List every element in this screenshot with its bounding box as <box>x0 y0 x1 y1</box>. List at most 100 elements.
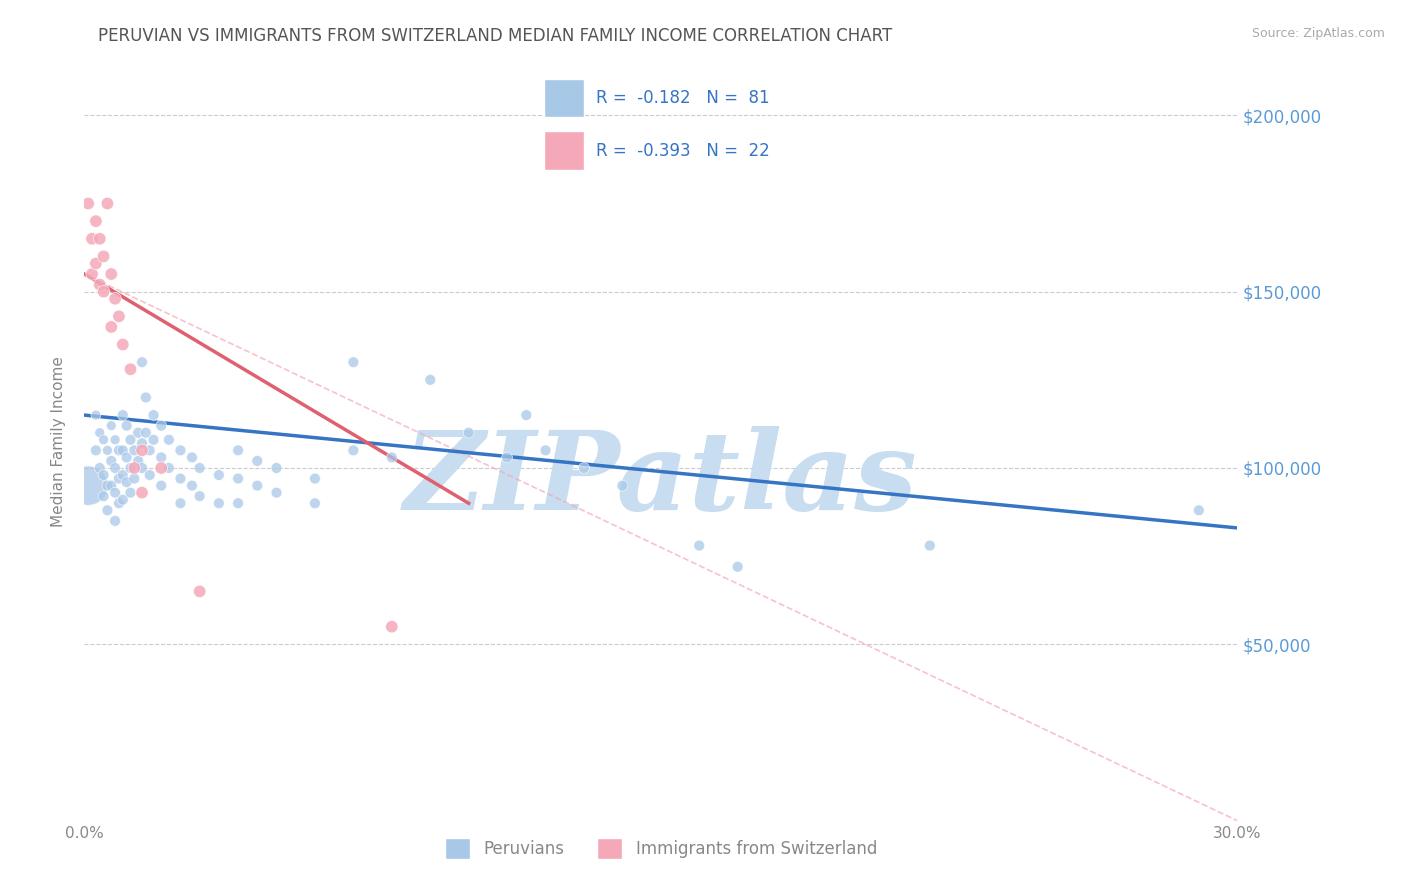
Point <box>188 489 211 503</box>
Legend: Peruvians, Immigrants from Switzerland: Peruvians, Immigrants from Switzerland <box>437 831 884 865</box>
Point <box>96 196 118 211</box>
Point <box>150 450 173 465</box>
Point <box>208 496 231 510</box>
Point <box>342 443 364 458</box>
Point <box>304 472 326 486</box>
Point <box>150 478 173 492</box>
Point <box>100 267 122 281</box>
Text: R =  -0.393   N =  22: R = -0.393 N = 22 <box>596 142 770 160</box>
Point <box>150 418 173 433</box>
Point <box>120 362 142 376</box>
Point <box>181 450 204 465</box>
Point <box>84 214 107 228</box>
Point <box>89 461 111 475</box>
Point <box>612 478 634 492</box>
Point <box>93 489 115 503</box>
Bar <box>544 131 583 169</box>
Point <box>918 539 941 553</box>
Point <box>688 539 710 553</box>
Point <box>1188 503 1211 517</box>
Point <box>169 472 191 486</box>
Point <box>131 355 153 369</box>
Point <box>89 277 111 292</box>
Point <box>135 425 157 440</box>
Point <box>226 496 249 510</box>
Point <box>124 472 146 486</box>
Point <box>496 450 519 465</box>
Point <box>457 425 479 440</box>
Point <box>89 232 111 246</box>
Point <box>80 267 103 281</box>
Point <box>169 496 191 510</box>
Point <box>727 559 749 574</box>
Point <box>111 408 134 422</box>
Point <box>100 418 122 433</box>
Point <box>135 391 157 405</box>
Point <box>111 337 134 351</box>
Point <box>77 478 100 492</box>
Point <box>93 433 115 447</box>
Point <box>104 485 127 500</box>
Point <box>108 443 131 458</box>
Point <box>226 472 249 486</box>
Point <box>89 425 111 440</box>
Point <box>108 472 131 486</box>
Point <box>115 450 138 465</box>
Point <box>342 355 364 369</box>
Point <box>111 492 134 507</box>
Point <box>120 433 142 447</box>
Point <box>80 232 103 246</box>
Point <box>157 461 180 475</box>
Point <box>104 514 127 528</box>
Point <box>96 503 118 517</box>
Point <box>131 485 153 500</box>
Text: R =  -0.182   N =  81: R = -0.182 N = 81 <box>596 89 769 107</box>
Point <box>246 454 269 468</box>
Point <box>157 433 180 447</box>
Point <box>142 433 165 447</box>
Point <box>226 443 249 458</box>
Point <box>246 478 269 492</box>
Point <box>84 443 107 458</box>
Point <box>104 433 127 447</box>
Point <box>104 292 127 306</box>
Point <box>100 320 122 334</box>
Point <box>169 443 191 458</box>
Point <box>208 468 231 483</box>
Point <box>111 443 134 458</box>
Point <box>104 461 127 475</box>
Point <box>84 256 107 270</box>
Point <box>150 461 173 475</box>
Point <box>266 485 288 500</box>
Point <box>120 485 142 500</box>
Point <box>419 373 441 387</box>
Point <box>124 443 146 458</box>
Point <box>124 461 146 475</box>
Point <box>84 408 107 422</box>
Point <box>127 425 149 440</box>
Point <box>108 310 131 324</box>
Point <box>131 461 153 475</box>
Bar <box>544 78 583 118</box>
Point <box>304 496 326 510</box>
Point <box>381 620 404 634</box>
Point <box>93 249 115 263</box>
Point <box>108 496 131 510</box>
Point <box>100 478 122 492</box>
Point <box>96 443 118 458</box>
Text: PERUVIAN VS IMMIGRANTS FROM SWITZERLAND MEDIAN FAMILY INCOME CORRELATION CHART: PERUVIAN VS IMMIGRANTS FROM SWITZERLAND … <box>98 27 893 45</box>
Point <box>266 461 288 475</box>
Point <box>131 436 153 450</box>
Point <box>534 443 557 458</box>
Point <box>111 468 134 483</box>
Point <box>115 418 138 433</box>
Point <box>381 450 404 465</box>
Text: Source: ZipAtlas.com: Source: ZipAtlas.com <box>1251 27 1385 40</box>
Point <box>96 478 118 492</box>
Point <box>100 454 122 468</box>
Point <box>93 468 115 483</box>
Point <box>120 461 142 475</box>
Point <box>93 285 115 299</box>
Point <box>515 408 537 422</box>
Point <box>188 584 211 599</box>
